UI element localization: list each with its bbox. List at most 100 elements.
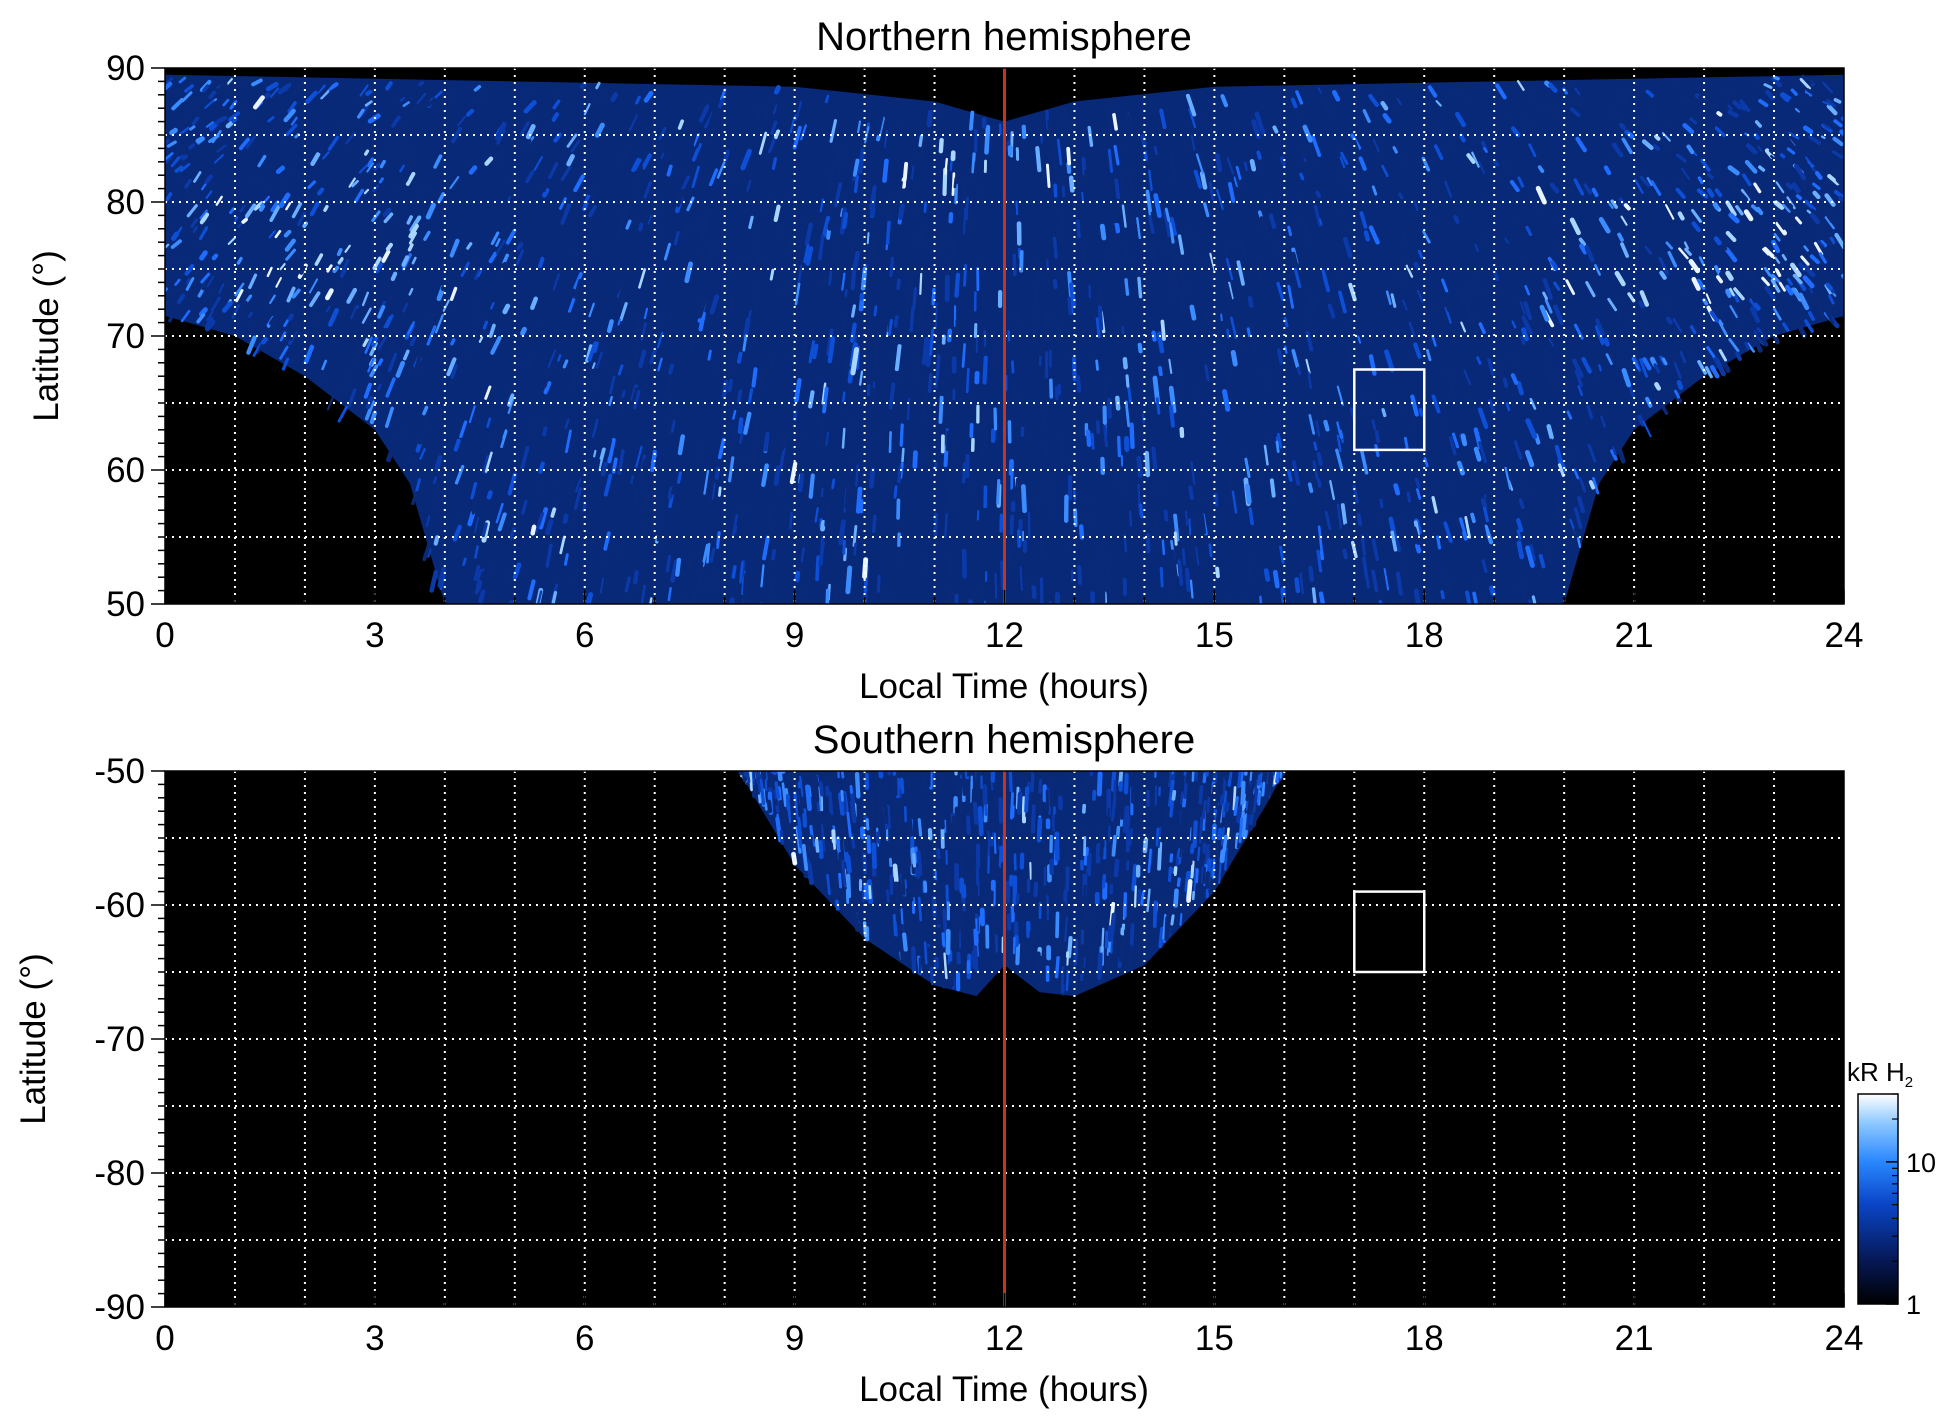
n-emission-streak [1485,193,1491,201]
s-emission-streak [1107,825,1111,837]
n-emission-streak [910,165,915,180]
s-emission-streak [1167,771,1173,788]
n-emission-streak [1077,565,1083,585]
n-emission-streak [1554,371,1562,382]
s-emission-streak [1254,771,1260,781]
n-emission-streak [355,334,366,355]
n-emission-streak [543,373,550,388]
n-emission-streak [286,286,296,303]
n-emission-streak [1823,209,1835,224]
n-emission-streak [279,331,287,342]
s-emission-streak [987,830,991,857]
n-emission-streak [407,144,413,150]
n-emission-streak [1318,591,1326,604]
n-emission-streak [1473,446,1482,462]
n-emission-streak [1659,140,1671,151]
n-emission-streak [1502,473,1509,486]
n-emission-streak [223,221,235,237]
n-emission-streak [1758,165,1766,172]
n-emission-streak [1106,576,1113,594]
n-emission-streak [1181,548,1186,566]
n-emission-streak [1665,204,1675,220]
n-emission-streak [284,238,296,252]
s-emission-streak [1189,812,1194,837]
n-emission-streak [1444,306,1452,324]
n-emission-streak [1765,89,1775,101]
n-emission-streak [1380,100,1389,111]
n-emission-streak [749,237,758,261]
n-emission-streak [1572,358,1584,378]
s-emission-streak [846,811,852,838]
s-emission-streak [975,867,980,897]
n-emission-streak [1660,295,1668,306]
n-emission-streak [1393,483,1401,496]
n-emission-streak [1725,270,1734,282]
s-emission-streak [974,884,979,908]
n-emission-streak [1313,205,1322,228]
n-emission-streak [670,419,676,433]
n-emission-streak [1642,357,1652,371]
n-emission-streak [177,276,184,285]
n-emission-streak [658,126,667,140]
n-emission-streak [1112,112,1118,131]
n-emission-streak [1136,217,1141,239]
n-emission-streak [546,388,551,397]
s-emission-streak [1210,864,1215,878]
s-emission-streak [842,892,849,915]
n-emission-streak [1654,134,1661,141]
n-emission-streak [841,427,846,449]
n-emission-streak [1125,374,1130,388]
n-emission-streak [573,487,582,510]
n-emission-streak [1502,377,1509,388]
n-emission-streak [704,252,710,266]
n-emission-streak [1441,278,1449,293]
n-emission-streak [269,205,281,222]
n-emission-streak [886,195,892,221]
n-emission-streak [1013,478,1016,498]
n-emission-streak [1826,104,1838,116]
n-emission-streak [1422,230,1431,244]
n-emission-streak [1620,215,1628,226]
n-emission-streak [509,381,515,391]
n-emission-streak [1052,278,1058,290]
n-emission-streak [1178,291,1187,315]
s-emission-streak [799,775,804,798]
n-emission-streak [569,365,579,390]
n-emission-streak [1798,292,1810,311]
n-emission-streak [1727,165,1740,176]
n-emission-streak [918,134,927,161]
s-emission-streak [1057,881,1062,907]
n-emission-streak [543,381,552,395]
n-emission-streak [497,512,507,532]
n-emission-streak [1573,528,1578,537]
n-emission-streak [537,256,545,269]
s-emission-streak [1118,939,1125,963]
n-emission-streak [1608,338,1618,353]
n-emission-streak [1428,478,1437,497]
n-emission-streak [1276,281,1285,302]
n-emission-streak [1771,76,1783,88]
s-emission-streak [899,943,905,962]
s-emission-streak [1131,863,1138,892]
n-emission-streak [351,308,359,324]
n-emission-streak [1679,351,1687,364]
n-emission-streak [324,288,334,301]
n-emission-streak [258,204,266,212]
n-emission-streak [1462,593,1469,604]
n-emission-streak [523,100,537,114]
n-emission-streak [538,461,545,474]
n-emission-streak [529,421,538,435]
n-emission-streak [1820,135,1826,140]
s-emission-streak [845,854,852,874]
n-emission-streak [551,590,558,604]
s-emission-streak [973,945,979,973]
n-emission-streak [446,357,457,377]
s-emission-streak [766,799,773,814]
n-emission-streak [1401,299,1408,311]
n-emission-streak [236,300,248,317]
n-emission-streak [1725,176,1739,193]
n-emission-streak [1691,208,1703,223]
n-emission-streak [938,137,944,154]
n-emission-streak [1519,301,1526,315]
n-emission-streak [1776,127,1785,135]
